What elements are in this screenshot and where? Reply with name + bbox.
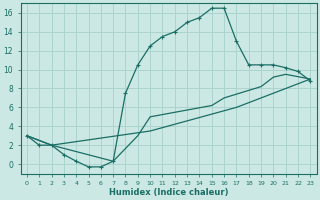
X-axis label: Humidex (Indice chaleur): Humidex (Indice chaleur) <box>109 188 228 197</box>
